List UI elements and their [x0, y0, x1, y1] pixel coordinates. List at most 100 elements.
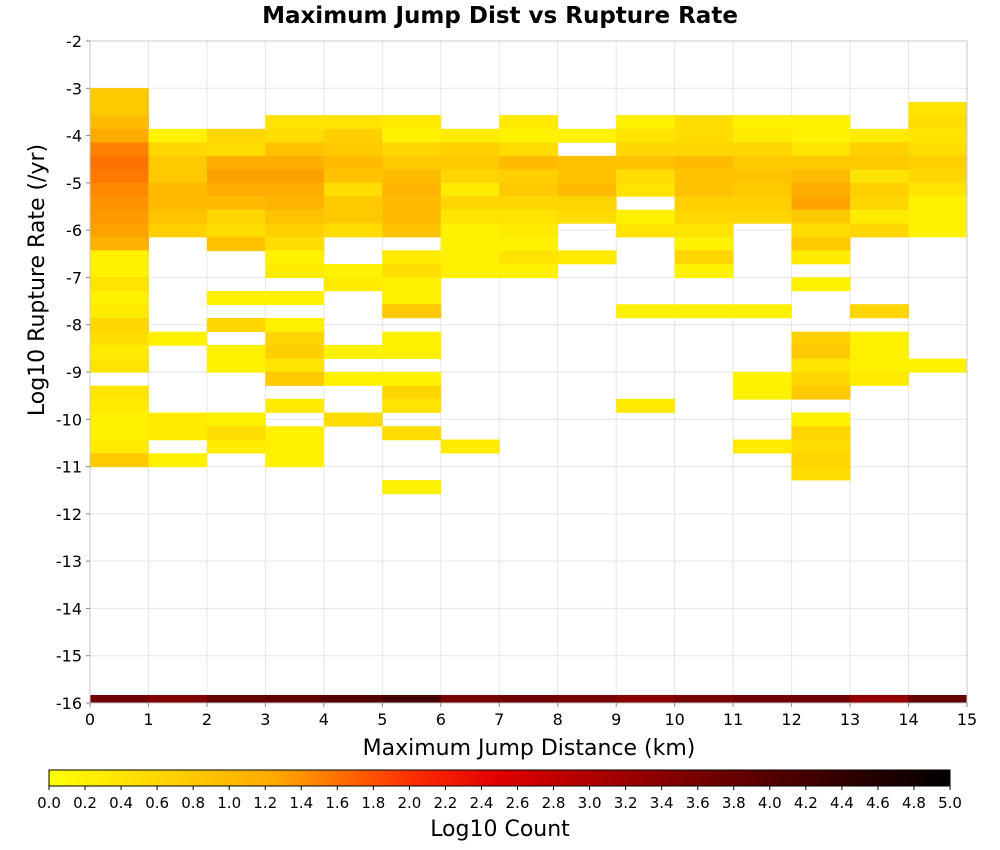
heatmap-cell	[148, 331, 208, 346]
heatmap-cell	[206, 142, 266, 157]
heatmap-cell	[674, 196, 734, 211]
colorbar-tick-label: 0.8	[181, 794, 205, 812]
x-axis-ticks: 0 1 2 3 4 5 6 7 8 9 10 11 12 13 14 15	[85, 703, 977, 729]
heatmap-cell	[440, 237, 500, 252]
heatmap-cell	[323, 155, 383, 170]
heatmap-cell	[908, 115, 968, 130]
heatmap-cell	[674, 209, 734, 224]
y-tick-label: -14	[56, 599, 82, 618]
heatmap-cell	[791, 277, 851, 292]
colorbar-tick-label: 4.4	[830, 794, 854, 812]
heatmap-cell	[733, 115, 793, 130]
heatmap-cell	[90, 439, 149, 454]
heatmap-cell	[440, 128, 500, 143]
heatmap-cell	[323, 412, 383, 427]
heatmap-cell	[265, 250, 325, 265]
heatmap-cell	[206, 317, 266, 332]
heatmap-cell	[382, 169, 442, 184]
heatmap-cell	[616, 694, 676, 703]
heatmap-cell	[148, 196, 208, 211]
heatmap-cells	[90, 88, 968, 703]
heatmap-cell	[323, 277, 383, 292]
colorbar-ticks: 0.0 0.2 0.4 0.6 0.8 1.0 1.2 1.4 1.6 1.8 2.0 2.2 2.4 2…	[37, 786, 962, 812]
x-tick-label: 3	[260, 710, 270, 729]
x-tick-label: 11	[723, 710, 743, 729]
colorbar-tick-label: 4.2	[794, 794, 818, 812]
colorbar-tick-label: 5.0	[938, 794, 962, 812]
heatmap-cell	[265, 398, 325, 413]
heatmap-cell	[733, 439, 793, 454]
heatmap-cell	[323, 182, 383, 197]
heatmap-cell	[382, 398, 442, 413]
colorbar-tick-label: 3.2	[614, 794, 638, 812]
heatmap-cell	[791, 466, 851, 481]
colorbar-tick-label: 0.0	[37, 794, 61, 812]
heatmap-cell	[90, 196, 149, 211]
heatmap-cell	[733, 155, 793, 170]
heatmap-cell	[323, 128, 383, 143]
heatmap-cell	[206, 694, 266, 703]
heatmap-cell	[148, 128, 208, 143]
heatmap-cell	[440, 169, 500, 184]
heatmap-cell	[382, 250, 442, 265]
y-axis-ticks: -2 -3 -4 -5 -6 -7 -8 -9 -10 -11 -12 -13 -14 -15 -16	[56, 32, 90, 713]
heatmap-cell	[382, 426, 442, 441]
heatmap-cell	[265, 128, 325, 143]
heatmap-cell	[850, 304, 910, 319]
x-tick-label: 9	[611, 710, 621, 729]
heatmap-cell	[791, 169, 851, 184]
heatmap-cell	[733, 196, 793, 211]
heatmap-cell	[791, 209, 851, 224]
y-tick-label: -11	[56, 458, 82, 477]
heatmap-cell	[382, 344, 442, 359]
heatmap-cell	[499, 209, 559, 224]
heatmap-cell	[265, 344, 325, 359]
heatmap-cell	[90, 169, 149, 184]
heatmap-cell	[733, 169, 793, 184]
heatmap-cell	[148, 453, 208, 468]
heatmap-cell	[90, 182, 149, 197]
heatmap-cell	[206, 358, 266, 373]
heatmap-cell	[908, 358, 968, 373]
heatmap-cell	[733, 182, 793, 197]
heatmap-cell	[440, 196, 500, 211]
heatmap-cell	[206, 128, 266, 143]
heatmap-cell	[148, 209, 208, 224]
heatmap-cell	[265, 331, 325, 346]
heatmap-cell	[557, 182, 617, 197]
heatmap-cell	[323, 223, 383, 238]
heatmap-cell	[206, 237, 266, 252]
heatmap-cell	[499, 115, 559, 130]
heatmap-cell	[265, 182, 325, 197]
heatmap-cell	[616, 128, 676, 143]
x-tick-label: 14	[898, 710, 918, 729]
heatmap-cell	[557, 209, 617, 224]
heatmap-cell	[616, 115, 676, 130]
y-tick-label: -9	[66, 363, 82, 382]
heatmap-cell	[499, 169, 559, 184]
heatmap-cell	[148, 426, 208, 441]
y-tick-label: -7	[66, 268, 82, 287]
x-tick-label: 0	[85, 710, 95, 729]
heatmap-cell	[791, 371, 851, 386]
heatmap-cell	[382, 291, 442, 306]
colorbar-tick-label: 4.6	[866, 794, 890, 812]
heatmap-cell	[908, 155, 968, 170]
heatmap-cell	[674, 223, 734, 238]
heatmap-cell	[557, 694, 617, 703]
heatmap-cell	[382, 304, 442, 319]
y-tick-label: -15	[56, 647, 82, 666]
heatmap-cell	[850, 358, 910, 373]
heatmap-cell	[499, 128, 559, 143]
heatmap-cell	[90, 88, 149, 103]
heatmap-cell	[616, 209, 676, 224]
colorbar-tick-label: 2.6	[506, 794, 530, 812]
heatmap-cell	[90, 426, 149, 441]
heatmap-cell	[674, 182, 734, 197]
y-axis-label: Log10 Rupture Rate (/yr)	[25, 144, 50, 416]
heatmap-cell	[499, 237, 559, 252]
heatmap-cell	[206, 439, 266, 454]
heatmap-cell	[440, 155, 500, 170]
heatmap-cell	[206, 196, 266, 211]
heatmap-cell	[90, 331, 149, 346]
